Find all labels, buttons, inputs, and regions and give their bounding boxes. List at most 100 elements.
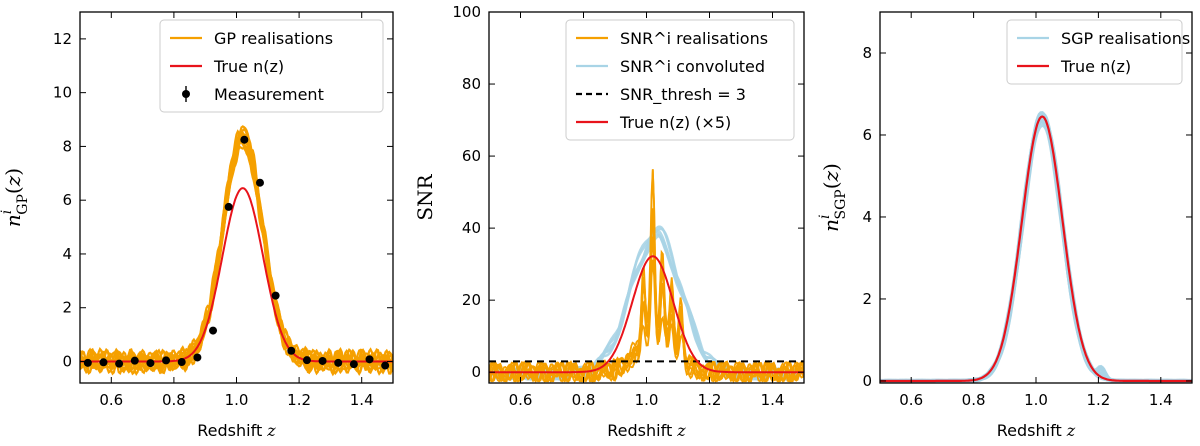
sgp-realisation-line [880,113,1192,383]
snr-realisation-line [489,214,804,383]
x-tick-label: 1.2 [1086,391,1110,409]
x-tick-label: 0.6 [99,391,123,409]
gp-realisation-line [80,135,393,374]
panel-sgp: 0.6 0.8 1.0 1.2 1.4 0 2 4 6 8 Redshift z niSGP(z) SG… [817,11,1193,440]
y-axis-label: SNR [413,173,437,220]
measurement-point [209,326,218,335]
plot-area [880,111,1192,383]
x-tick-label: 1.0 [635,391,659,409]
y-axis-label: niSGP(z) [817,163,849,232]
measurement-point [255,178,264,187]
y-tick-label: 40 [462,219,481,237]
measurement-point [271,291,280,300]
snr-realisation-line [489,169,804,383]
y-tick-label: 4 [862,208,872,226]
y-tick-label: 8 [62,137,72,155]
gp-realisation-line [80,131,393,376]
x-tick-label: 1.2 [698,391,722,409]
x-tick-label: 0.8 [962,391,986,409]
x-tick-label: 1.0 [225,391,249,409]
y-tick-label: 10 [53,84,72,102]
x-axis-label: Redshift z [197,421,276,440]
x-tick-label: 0.8 [572,391,596,409]
legend-box [1006,19,1183,85]
x-axis-label: Redshift z [607,421,686,440]
measurement-point [334,358,343,367]
legend-label: SNR^i realisations [620,29,768,48]
x-tick-label: 0.8 [162,391,186,409]
y-tick-label: 100 [452,3,481,21]
legend-box [565,19,795,141]
legend: SGP realisations True n(z) [1006,19,1190,85]
measurement-point [146,359,155,368]
sgp-realisation-line [880,111,1192,383]
y-tick-label: 2 [862,290,872,308]
panel-gp: 0.6 0.8 1.0 1.2 1.4 0 2 4 6 8 10 12 Redshift z niGP(z… [0,11,394,440]
y-tick-label: 2 [62,299,72,317]
gp-realisation-line [80,130,393,377]
gp-realisation-line [80,127,393,376]
legend-label: True n(z) [213,57,284,76]
sgp-realisation-line [880,117,1192,383]
y-tick-label: 12 [53,30,72,48]
legend: GP realisations True n(z) Measurement [159,19,384,113]
true-nz-line [489,255,804,374]
snr-realisation-line [489,211,804,383]
measurement-point [240,135,249,144]
legend-marker-handle [182,90,190,98]
x-axis-label: Redshift z [997,421,1076,440]
measurement-point [381,361,390,370]
x-tick-label: 1.0 [1024,391,1048,409]
x-tick-label: 1.4 [350,391,374,409]
sgp-realisation-line [880,111,1192,383]
measurement-point [193,353,202,362]
true-nz-line [880,115,1192,383]
gp-realisation-line [80,145,393,376]
snr-realisation-line [489,211,804,383]
x-tick-label: 1.2 [287,391,311,409]
measurement-point [287,346,296,355]
legend-label: GP realisations [214,29,333,48]
legend-label: Measurement [214,85,324,104]
measurement-point [99,358,108,367]
y-tick-label: 4 [62,245,72,263]
plot-area [489,169,804,383]
y-tick-label: 80 [462,75,481,93]
y-tick-label: 6 [862,126,872,144]
legend-label: True n(z) (×5) [619,113,731,132]
gp-realisation-line [80,131,393,375]
y-tick-label: 20 [462,291,481,309]
y-tick-label: 6 [62,191,72,209]
sgp-realisation-line [880,118,1192,383]
legend: SNR^i realisations SNR^i convoluted SNR_th… [565,19,795,141]
panel-snr: 0.6 0.8 1.0 1.2 1.4 0 20 40 60 80 100 Redshift z SNR… [413,3,805,440]
y-tick-label: 60 [462,147,481,165]
legend-label: SNR^i convoluted [620,57,765,76]
gp-realisation-line [80,131,393,376]
legend-label: SNR_thresh = 3 [620,85,746,105]
y-tick-label: 0 [862,372,872,390]
measurement-point [177,358,186,367]
x-tick-label: 0.6 [509,391,533,409]
gp-realisation-line [80,131,393,375]
measurement-point [349,360,358,369]
measurement-point [162,356,171,365]
legend-label: SGP realisations [1061,29,1190,48]
y-tick-label: 0 [62,352,72,370]
y-tick-label: 8 [862,44,872,62]
x-tick-label: 0.6 [899,391,923,409]
measurement-point [83,358,92,367]
sgp-realisation-line [880,122,1192,383]
sgp-realisation-line [880,112,1192,383]
measurement-point [224,202,233,211]
gp-realisation-line [80,129,393,376]
x-tick-label: 1.4 [761,391,785,409]
legend-label: True n(z) [1060,57,1131,76]
legend-box [159,19,384,113]
y-tick-label: 0 [471,363,481,381]
x-tick-label: 1.4 [1149,391,1173,409]
measurement-point [130,356,139,365]
measurement-point [115,359,124,368]
plot-area [80,125,393,377]
